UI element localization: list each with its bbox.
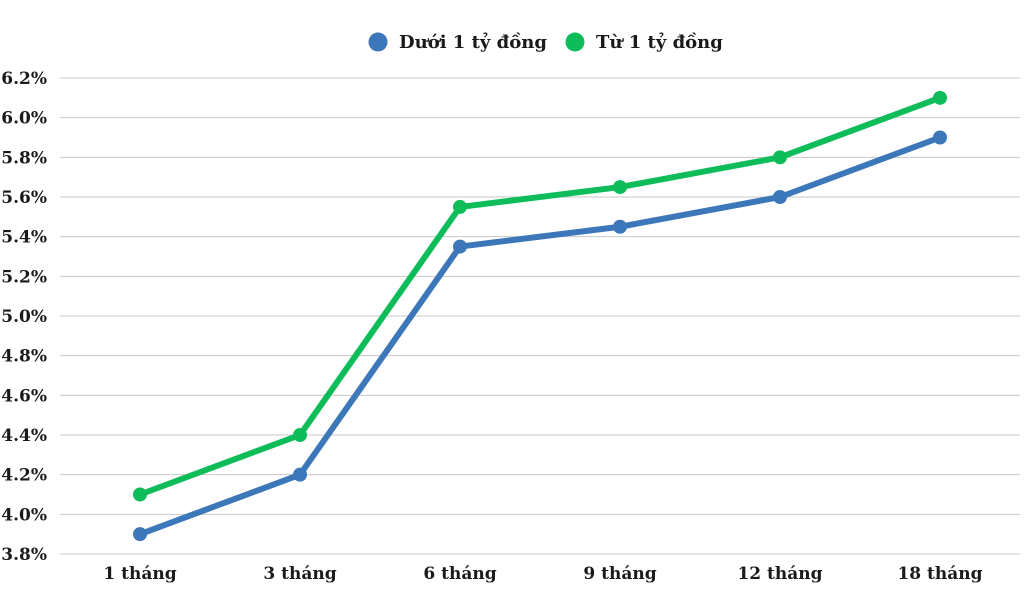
legend-marker [368, 32, 388, 52]
series-1 [133, 130, 947, 542]
data-point [613, 219, 627, 234]
data-point [613, 180, 627, 195]
x-tick-label: 9 tháng [583, 564, 656, 584]
legend-label: Dưới 1 tỷ đồng [399, 31, 547, 53]
legend-item: Dưới 1 tỷ đồng [368, 31, 547, 53]
data-point [933, 90, 947, 105]
y-axis: 3.8% 4.0% 4.2% 4.4% 4.6% 4.8% 5.0% 5.2% 5.4% 5.6%… [1, 69, 47, 565]
y-tick-label: 4.0% [1, 505, 47, 525]
y-tick-label: 3.8% [1, 545, 47, 565]
y-tick-label: 5.2% [1, 267, 47, 287]
legend: Dưới 1 tỷ đồng Từ 1 tỷ đồng [368, 31, 723, 53]
data-point [773, 150, 787, 165]
data-point [133, 487, 147, 502]
data-point [453, 239, 467, 254]
series-line [137, 134, 943, 538]
data-point [933, 130, 947, 145]
x-tick-label: 3 tháng [263, 564, 336, 584]
x-tick-label: 1 tháng [103, 564, 176, 584]
x-axis: 1 tháng 3 tháng 6 tháng 9 tháng 12 tháng 18 t… [103, 564, 982, 584]
data-point [293, 428, 307, 442]
gridlines [60, 77, 1020, 555]
y-tick-label: 5.6% [1, 188, 47, 208]
x-tick-label: 18 tháng [897, 564, 982, 584]
legend-item: Từ 1 tỷ đồng [565, 31, 723, 53]
y-tick-label: 4.6% [1, 386, 47, 406]
y-tick-label: 6.0% [1, 109, 47, 129]
data-point [293, 467, 307, 482]
y-tick-label: 5.4% [1, 228, 47, 248]
series-2 [133, 90, 947, 502]
y-tick-label: 6.2% [1, 69, 47, 89]
x-tick-label: 12 tháng [737, 564, 822, 584]
y-tick-label: 4.4% [1, 426, 47, 446]
series-line [137, 94, 943, 498]
y-tick-label: 5.0% [1, 307, 47, 327]
x-tick-label: 6 tháng [423, 564, 496, 584]
data-point [453, 199, 467, 214]
data-point [773, 190, 787, 204]
legend-marker [565, 32, 585, 52]
legend-label: Từ 1 tỷ đồng [596, 31, 723, 53]
y-tick-label: 5.8% [1, 148, 47, 168]
series-group [133, 90, 947, 542]
y-tick-label: 4.2% [1, 466, 47, 486]
data-point [133, 527, 147, 542]
y-tick-label: 4.8% [1, 347, 47, 367]
